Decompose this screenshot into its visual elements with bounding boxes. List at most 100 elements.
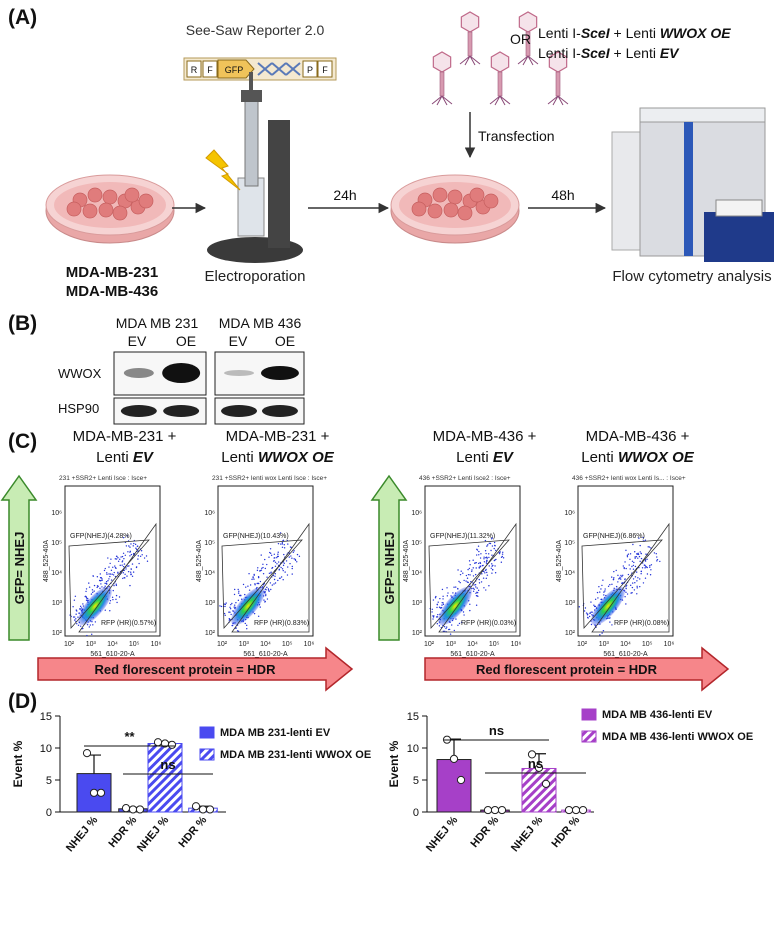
event-dot bbox=[585, 612, 588, 614]
event-dot bbox=[486, 571, 488, 574]
event-dot bbox=[637, 553, 640, 556]
event-dot bbox=[442, 595, 444, 597]
event-dot bbox=[246, 628, 248, 630]
event-dot bbox=[225, 602, 227, 604]
event-dot bbox=[492, 569, 494, 571]
event-dot bbox=[283, 547, 286, 549]
event-dot bbox=[453, 629, 456, 632]
construct-box bbox=[317, 60, 333, 78]
event-dot bbox=[129, 571, 132, 573]
event-dot bbox=[486, 559, 488, 561]
phage-tail bbox=[555, 71, 561, 97]
event-dot bbox=[91, 633, 93, 635]
x-tick-label: NHEJ % bbox=[509, 814, 545, 854]
y-tick-label: 10 bbox=[407, 743, 419, 755]
event-dot bbox=[453, 586, 455, 588]
event-dot bbox=[480, 553, 482, 555]
event-dot bbox=[116, 601, 118, 604]
label: 10⁶ bbox=[511, 641, 522, 648]
label: EV bbox=[128, 333, 147, 349]
error-bar bbox=[87, 754, 101, 774]
event-dot bbox=[257, 567, 259, 569]
data-point bbox=[128, 805, 138, 814]
panel-label: (A) bbox=[8, 6, 37, 29]
gfp-arrow bbox=[0, 474, 38, 641]
event-dot bbox=[240, 595, 242, 597]
event-dot bbox=[650, 564, 653, 566]
event-dot bbox=[646, 566, 648, 569]
event-dot bbox=[617, 581, 619, 583]
cell bbox=[432, 187, 448, 203]
event-dot bbox=[296, 561, 298, 563]
y-tick-label: 0 bbox=[413, 807, 419, 819]
event-dot bbox=[583, 610, 586, 612]
event-dot bbox=[443, 626, 446, 628]
event-dot bbox=[262, 566, 264, 569]
event-dot bbox=[276, 563, 278, 565]
event-dot bbox=[631, 592, 633, 594]
event-dot bbox=[277, 553, 279, 555]
event-dot bbox=[624, 578, 626, 581]
event-dot bbox=[122, 552, 125, 554]
event-dot bbox=[111, 573, 113, 575]
event-dot bbox=[251, 578, 253, 581]
event-dot bbox=[500, 556, 503, 559]
event-dot bbox=[223, 612, 226, 615]
event-dot bbox=[274, 561, 277, 563]
event-dot bbox=[590, 611, 592, 613]
event-dot bbox=[106, 573, 108, 576]
event-dot bbox=[266, 563, 268, 566]
event-dot bbox=[465, 580, 467, 582]
event-dot bbox=[82, 627, 84, 630]
event-dot bbox=[477, 545, 480, 547]
band bbox=[224, 370, 255, 376]
event-dot bbox=[96, 576, 99, 578]
event-dot bbox=[449, 633, 452, 635]
event-dot bbox=[640, 552, 642, 555]
event-dot bbox=[82, 603, 84, 605]
event-dot bbox=[437, 601, 439, 603]
event-dot bbox=[110, 579, 113, 581]
event-dot bbox=[266, 598, 269, 600]
event-dot bbox=[287, 566, 289, 568]
event-dot bbox=[477, 562, 480, 565]
label: GFP= NHEJ bbox=[12, 532, 27, 605]
event-dot bbox=[459, 581, 461, 584]
event-dot bbox=[235, 602, 237, 604]
label: 10⁵ bbox=[51, 540, 62, 547]
event-dot bbox=[293, 550, 295, 552]
event-dot bbox=[282, 579, 284, 581]
event-dot bbox=[467, 573, 470, 576]
cut-sites bbox=[257, 62, 301, 76]
event-dot bbox=[591, 611, 593, 613]
event-dot bbox=[615, 585, 618, 588]
event-dot bbox=[631, 560, 634, 563]
label: 10⁵ bbox=[282, 641, 293, 648]
event-dot bbox=[636, 553, 638, 555]
label: 10⁴ bbox=[620, 641, 631, 648]
label: GFP(NHEJ)(10.43%) bbox=[223, 533, 289, 540]
event-dot bbox=[88, 582, 90, 584]
event-dot bbox=[237, 592, 240, 594]
data-point bbox=[541, 779, 551, 788]
event-dot bbox=[586, 613, 589, 615]
event-dot bbox=[639, 585, 641, 588]
event-dot bbox=[134, 543, 137, 546]
event-dot bbox=[274, 582, 277, 584]
event-dot bbox=[578, 606, 581, 608]
event-dot bbox=[639, 560, 641, 563]
event-dot bbox=[599, 634, 601, 636]
phage-legs bbox=[431, 95, 453, 106]
label: 10² bbox=[577, 641, 588, 648]
event-dot bbox=[277, 551, 279, 553]
event-dot bbox=[635, 555, 638, 558]
event-dot bbox=[259, 580, 262, 583]
event-dot bbox=[115, 584, 118, 587]
event-dot bbox=[72, 605, 74, 608]
legend-label: MDA MB 231-lenti EV bbox=[220, 727, 331, 739]
event-dot bbox=[494, 565, 496, 567]
event-dot bbox=[644, 539, 647, 541]
event-dot bbox=[638, 555, 641, 558]
event-dot bbox=[265, 593, 267, 595]
label: RFP (HR)(0.57%) bbox=[101, 620, 156, 627]
